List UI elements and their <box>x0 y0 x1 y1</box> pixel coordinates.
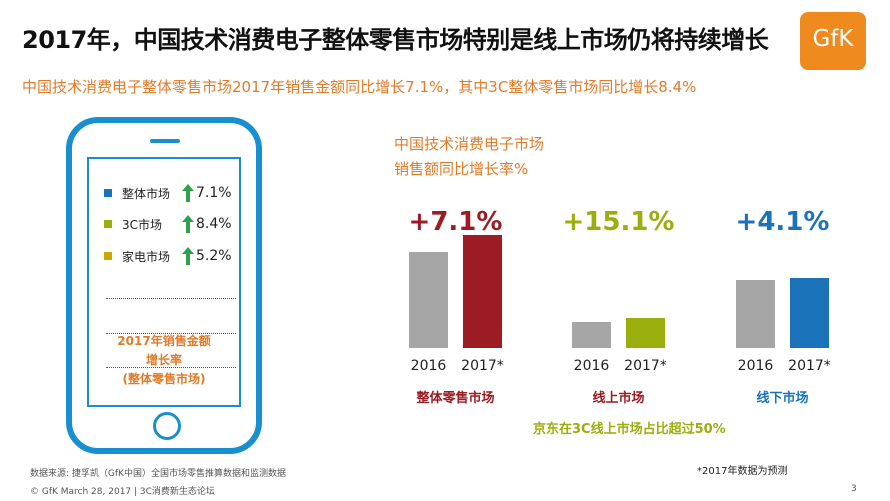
legend-label: 整体市场 <box>122 186 171 201</box>
legend-label: 家电市场 <box>122 249 171 264</box>
logo-text: GfK <box>812 26 854 52</box>
growth-label: +7.1% <box>409 207 503 237</box>
phone-illustration <box>66 117 262 454</box>
up-arrow-icon <box>182 215 194 233</box>
legend-swatch <box>104 252 112 260</box>
page-title: 2017年，中国技术消费电子整体零售市场特别是线上市场仍将持续增长 <box>22 26 769 54</box>
legend-value: 8.4% <box>196 216 232 232</box>
bar-2016-1 <box>572 322 611 348</box>
legend-label: 3C市场 <box>122 217 163 232</box>
data-source: 数据来源: 捷孚凯（GfK中国）全国市场零售推算数据和监测数据 <box>30 469 286 479</box>
legend-value: 5.2% <box>196 248 232 264</box>
chart-title-line: 中国技术消费电子市场 <box>394 135 545 153</box>
dotted-line <box>106 367 236 368</box>
gfk-logo: GfK <box>800 12 866 70</box>
group-name: 整体零售市场 <box>415 390 494 406</box>
legend-value: 7.1% <box>196 185 232 201</box>
caption-line: (整体零售市场) <box>122 372 206 386</box>
chart-title: 中国技术消费电子市场 销售额同比增长率% <box>394 132 544 182</box>
legend-item-overall: 整体市场 7.1% <box>104 184 232 202</box>
dotted-line <box>106 333 236 334</box>
page-number: 3 <box>851 484 857 494</box>
bar-2016-0 <box>409 252 448 348</box>
phone-caption: 2017年销售金额 增长率 (整体零售市场) <box>94 332 234 389</box>
caption-line: 增长率 <box>145 353 182 367</box>
bar-2017-1 <box>626 318 665 348</box>
bar-2017-0 <box>463 235 502 348</box>
x-tick-label: 2017* <box>461 358 504 374</box>
phone-speaker <box>150 139 180 143</box>
caption-line: 2017年销售金额 <box>117 334 211 348</box>
phone-screen <box>87 157 241 407</box>
page-subtitle: 中国技术消费电子整体零售市场2017年销售金额同比增长7.1%，其中3C整体零售… <box>22 78 697 96</box>
footnote: *2017年数据为预测 <box>697 466 788 477</box>
up-arrow-icon <box>182 247 194 265</box>
legend-swatch <box>104 220 112 228</box>
growth-label: +4.1% <box>736 207 830 237</box>
bar-2017-2 <box>790 278 829 348</box>
legend-item-3c: 3C市场 8.4% <box>104 215 232 233</box>
x-tick-label: 2016 <box>411 358 447 374</box>
phone-home-button <box>153 412 181 440</box>
legend-swatch <box>104 189 112 197</box>
chart-title-line: 销售额同比增长率% <box>394 160 529 178</box>
group-name: 线上市场 <box>592 390 644 406</box>
x-tick-label: 2017* <box>788 358 831 374</box>
up-arrow-icon <box>182 184 194 202</box>
chart-note: 京东在3C线上市场占比超过50% <box>533 422 726 437</box>
copyright: © GfK March 28, 2017 | 3C消费新生态论坛 <box>30 487 215 497</box>
x-tick-label: 2017* <box>624 358 667 374</box>
growth-label: +15.1% <box>563 207 675 237</box>
x-tick-label: 2016 <box>574 358 610 374</box>
legend-item-appliance: 家电市场 5.2% <box>104 247 232 265</box>
bar-2016-2 <box>736 280 775 348</box>
dotted-line <box>106 298 236 299</box>
group-name: 线下市场 <box>756 390 808 406</box>
x-tick-label: 2016 <box>738 358 774 374</box>
